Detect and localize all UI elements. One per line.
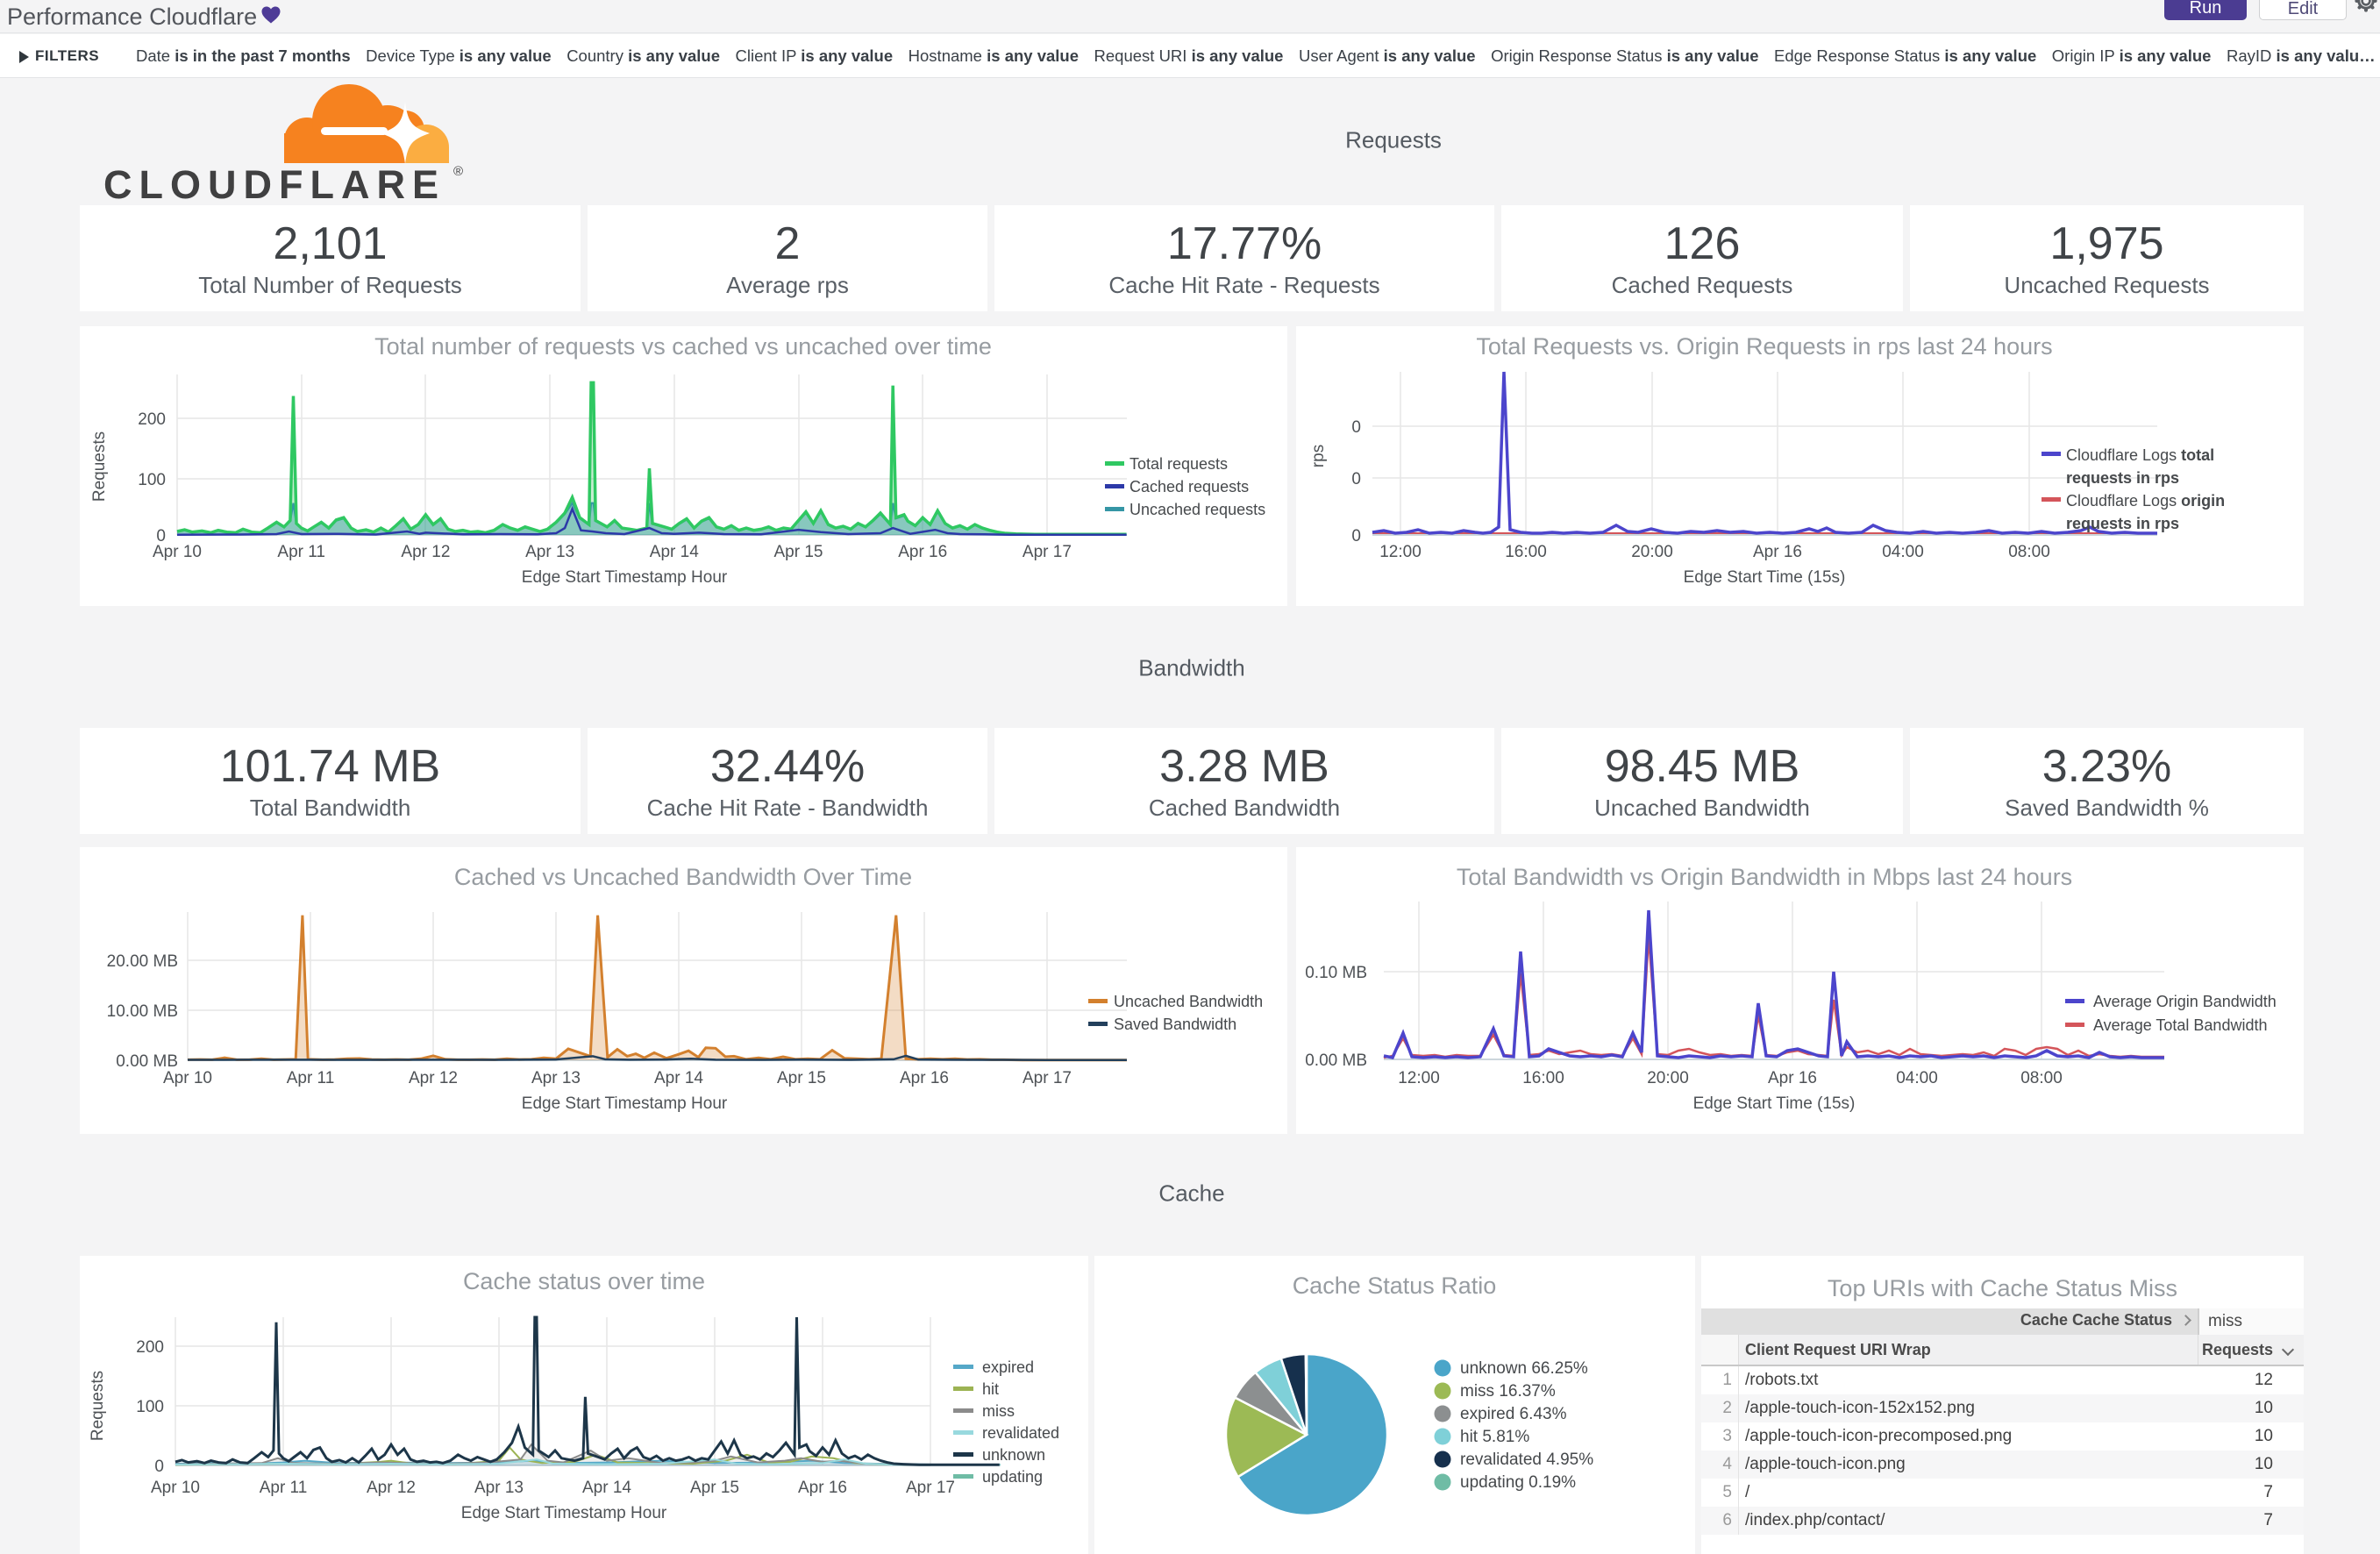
svg-text:Apr 10: Apr 10 [153,543,202,561]
svg-text:200: 200 [136,1338,164,1357]
svg-text:08:00: 08:00 [2020,1069,2063,1087]
svg-text:Total Bandwidth vs Origin Band: Total Bandwidth vs Origin Bandwidth in M… [1457,864,2072,890]
svg-text:Uncached requests: Uncached requests [1129,501,1265,518]
svg-text:miss 16.37%: miss 16.37% [1460,1382,1556,1401]
svg-text:®: ® [453,164,463,179]
svg-text:Average Total Bandwidth: Average Total Bandwidth [2093,1016,2267,1034]
svg-text:0: 0 [1351,418,1361,437]
svg-text:Saved Bandwidth: Saved Bandwidth [1114,1016,1236,1033]
svg-text:Apr 16: Apr 16 [1753,543,1802,561]
svg-text:Apr 13: Apr 13 [531,1069,581,1087]
svg-text:0: 0 [1351,470,1361,488]
svg-text:rps: rps [1309,445,1328,467]
svg-text:Total Requests vs. Origin Requ: Total Requests vs. Origin Requests in rp… [1476,333,2052,360]
svg-text:20.00 MB: 20.00 MB [107,952,178,971]
svg-text:20:00: 20:00 [1631,543,1673,561]
svg-text:revalidated: revalidated [982,1424,1059,1442]
svg-text:expired: expired [982,1358,1034,1376]
svg-text:12:00: 12:00 [1379,543,1422,561]
svg-text:Apr 13: Apr 13 [474,1479,524,1497]
svg-text:Total number of requests vs ca: Total number of requests vs cached vs un… [374,333,992,360]
svg-text:20:00: 20:00 [1647,1069,1689,1087]
svg-text:hit: hit [982,1380,999,1398]
svg-text:Apr 10: Apr 10 [163,1069,212,1087]
svg-text:Apr 12: Apr 12 [409,1069,458,1087]
svg-text:miss: miss [982,1402,1015,1420]
svg-text:hit 5.81%: hit 5.81% [1460,1428,1529,1446]
svg-text:Apr 17: Apr 17 [1023,543,1072,561]
svg-text:unknown 66.25%: unknown 66.25% [1460,1359,1588,1378]
svg-text:Apr 16: Apr 16 [898,543,947,561]
svg-text:Apr 17: Apr 17 [1023,1069,1072,1087]
svg-text:16:00: 16:00 [1522,1069,1564,1087]
svg-text:Apr 11: Apr 11 [277,543,325,561]
svg-text:revalidated 4.95%: revalidated 4.95% [1460,1451,1593,1469]
svg-text:Apr 14: Apr 14 [582,1479,631,1497]
svg-text:0.00 MB: 0.00 MB [116,1052,178,1071]
svg-text:0.00 MB: 0.00 MB [1305,1051,1367,1070]
svg-text:Cached requests: Cached requests [1129,478,1249,495]
svg-text:Cloudflare Logs origin: Cloudflare Logs origin [2066,492,2225,510]
svg-text:Cache status over time: Cache status over time [463,1268,705,1294]
svg-text:CLOUDFLARE: CLOUDFLARE [103,162,445,206]
svg-text:updating 0.19%: updating 0.19% [1460,1473,1576,1492]
svg-text:Apr 14: Apr 14 [654,1069,703,1087]
svg-text:Apr 14: Apr 14 [650,543,699,561]
svg-text:expired 6.43%: expired 6.43% [1460,1405,1567,1423]
svg-text:0.10 MB: 0.10 MB [1305,964,1367,982]
svg-text:200: 200 [138,410,166,429]
svg-text:0: 0 [1351,527,1361,545]
svg-text:Apr 15: Apr 15 [777,1069,826,1087]
svg-text:updating: updating [982,1468,1043,1486]
svg-text:Average Origin Bandwidth: Average Origin Bandwidth [2093,993,2277,1010]
svg-text:requests in rps: requests in rps [2066,515,2179,532]
svg-text:Edge Start Time (15s): Edge Start Time (15s) [1684,568,1846,587]
svg-text:Requests: Requests [89,1371,107,1441]
svg-text:unknown: unknown [982,1446,1045,1464]
svg-text:04:00: 04:00 [1882,543,1924,561]
svg-text:12:00: 12:00 [1398,1069,1440,1087]
svg-text:100: 100 [138,471,166,489]
svg-text:Apr 15: Apr 15 [690,1479,739,1497]
svg-text:100: 100 [136,1398,164,1416]
svg-text:0: 0 [156,527,166,545]
svg-text:Apr 16: Apr 16 [798,1479,847,1497]
svg-text:Apr 12: Apr 12 [367,1479,416,1497]
svg-text:04:00: 04:00 [1896,1069,1938,1087]
svg-text:Edge Start Timestamp Hour: Edge Start Timestamp Hour [522,568,728,587]
svg-text:08:00: 08:00 [2008,543,2050,561]
svg-text:0: 0 [154,1458,164,1476]
svg-text:16:00: 16:00 [1505,543,1547,561]
svg-text:Apr 17: Apr 17 [906,1479,955,1497]
svg-text:Apr 13: Apr 13 [525,543,574,561]
svg-text:Apr 12: Apr 12 [401,543,450,561]
svg-text:Cache Status Ratio: Cache Status Ratio [1293,1272,1497,1299]
svg-text:Apr 16: Apr 16 [1768,1069,1817,1087]
svg-text:Requests: Requests [90,431,109,502]
svg-text:Apr 11: Apr 11 [260,1479,308,1497]
svg-text:Apr 11: Apr 11 [287,1069,335,1087]
svg-text:Apr 15: Apr 15 [774,543,823,561]
svg-text:Total requests: Total requests [1129,455,1228,473]
svg-text:Apr 10: Apr 10 [151,1479,200,1497]
svg-text:requests in rps: requests in rps [2066,469,2179,487]
svg-text:Edge Start Timestamp Hour: Edge Start Timestamp Hour [461,1504,667,1522]
svg-text:10.00 MB: 10.00 MB [107,1002,178,1021]
svg-text:Apr 16: Apr 16 [900,1069,949,1087]
svg-text:Uncached Bandwidth: Uncached Bandwidth [1114,993,1263,1010]
svg-text:Cached vs Uncached Bandwidth O: Cached vs Uncached Bandwidth Over Time [454,864,912,890]
svg-text:Cloudflare Logs total: Cloudflare Logs total [2066,446,2214,464]
svg-text:Edge Start Time (15s): Edge Start Time (15s) [1693,1094,1856,1113]
svg-text:Edge Start Timestamp Hour: Edge Start Timestamp Hour [522,1094,728,1113]
